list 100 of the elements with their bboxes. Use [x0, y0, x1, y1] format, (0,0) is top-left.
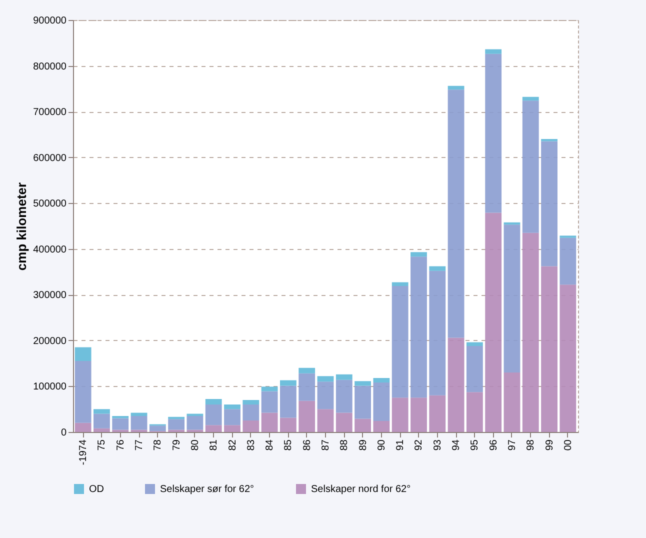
- x-tick-label: 79: [171, 439, 182, 451]
- y-tick-label: 600000: [33, 152, 67, 164]
- bar: [336, 380, 352, 413]
- bar: [242, 404, 260, 421]
- bar: [280, 380, 296, 386]
- bar: [242, 420, 260, 432]
- bar: [504, 224, 520, 372]
- bar: [74, 347, 92, 362]
- bar: [317, 376, 334, 382]
- x-tick-label: 00: [562, 439, 574, 451]
- bar: [205, 404, 222, 426]
- bar: [280, 418, 296, 432]
- bar: [485, 54, 502, 213]
- bar: [130, 412, 148, 416]
- bar: [373, 421, 390, 432]
- x-tick-label: 98: [526, 439, 537, 451]
- bar: [485, 212, 502, 432]
- bar: [410, 398, 427, 432]
- x-tick-label: 97: [506, 439, 518, 451]
- bar: [522, 96, 539, 101]
- bar: [242, 400, 260, 405]
- bar: [74, 361, 92, 423]
- legend-label: Selskaper nord for 62°: [311, 484, 411, 495]
- y-tick-label: 200000: [33, 336, 67, 347]
- x-tick-label: 88: [339, 439, 350, 451]
- bar: [448, 86, 464, 90]
- x-tick-label: 90: [376, 439, 388, 451]
- bar: [392, 282, 408, 286]
- x-tick-label: 85: [283, 439, 294, 451]
- bar: [373, 382, 390, 422]
- bar: [466, 346, 483, 392]
- bar: [186, 416, 204, 430]
- bar: [336, 374, 352, 380]
- bar: [392, 286, 408, 398]
- y-tick-label: 800000: [33, 61, 67, 72]
- bar: [298, 373, 316, 401]
- bar: [94, 428, 110, 432]
- x-tick-label: 83: [246, 439, 257, 451]
- bar: [466, 392, 483, 432]
- bar: [336, 412, 352, 432]
- bar: [541, 141, 558, 266]
- y-tick-label: 700000: [33, 107, 67, 118]
- bar: [429, 270, 446, 396]
- x-tick-label: 87: [320, 439, 332, 451]
- bar: [205, 425, 222, 432]
- bar: [373, 378, 390, 383]
- x-tick-label: 92: [414, 439, 425, 451]
- y-axis-title: cmp kilometer: [14, 182, 30, 271]
- bar: [94, 409, 110, 414]
- bar: [317, 409, 334, 432]
- x-tick-label: 84: [264, 439, 276, 451]
- bar: [429, 395, 446, 432]
- bar: [354, 386, 371, 419]
- bar: [205, 399, 222, 405]
- bar: [429, 266, 446, 271]
- x-tick-label: 89: [358, 439, 369, 451]
- x-tick-label: 99: [544, 439, 556, 451]
- x-tick-label: 75: [96, 439, 108, 451]
- bar: [261, 391, 278, 413]
- bar: [224, 425, 240, 432]
- bar: [485, 49, 502, 54]
- bar: [410, 252, 427, 257]
- bar: [466, 342, 483, 346]
- legend-label: OD: [89, 484, 104, 495]
- bar: [112, 418, 129, 430]
- x-tick-label: 93: [432, 439, 444, 451]
- bar: [522, 232, 539, 432]
- bar: [504, 372, 520, 432]
- x-tick-label: 94: [451, 439, 462, 451]
- bar: [74, 422, 92, 432]
- bar: [354, 381, 371, 386]
- y-tick-label: 900000: [33, 16, 67, 26]
- x-tick-label: 81: [208, 439, 220, 451]
- x-tick-label: 91: [395, 439, 406, 451]
- x-tick-label: 95: [470, 439, 481, 451]
- bar: [224, 409, 240, 426]
- bar: [392, 398, 408, 432]
- x-tick-label: 96: [488, 439, 500, 451]
- bar: [522, 100, 539, 233]
- bar: [560, 284, 576, 432]
- bar: [261, 412, 278, 432]
- y-tick-label: 100000: [33, 382, 67, 393]
- bar: [224, 404, 240, 410]
- bar: [112, 416, 129, 418]
- bar: [448, 338, 464, 432]
- x-tick-label: 76: [115, 439, 126, 451]
- y-tick-label: 300000: [33, 290, 67, 302]
- y-tick-label: 0: [60, 428, 67, 438]
- x-tick-label: 86: [302, 439, 313, 451]
- bar: [94, 414, 110, 428]
- x-tick-label: 78: [152, 439, 164, 451]
- bar: [280, 386, 296, 418]
- bar: [354, 418, 371, 432]
- bar: [130, 416, 148, 430]
- x-tick-label: 80: [190, 439, 201, 451]
- bar: [448, 90, 464, 338]
- bar: [541, 266, 558, 432]
- y-tick-label: 400000: [33, 244, 67, 256]
- bar: [261, 386, 278, 392]
- y-tick-label: 500000: [33, 198, 67, 210]
